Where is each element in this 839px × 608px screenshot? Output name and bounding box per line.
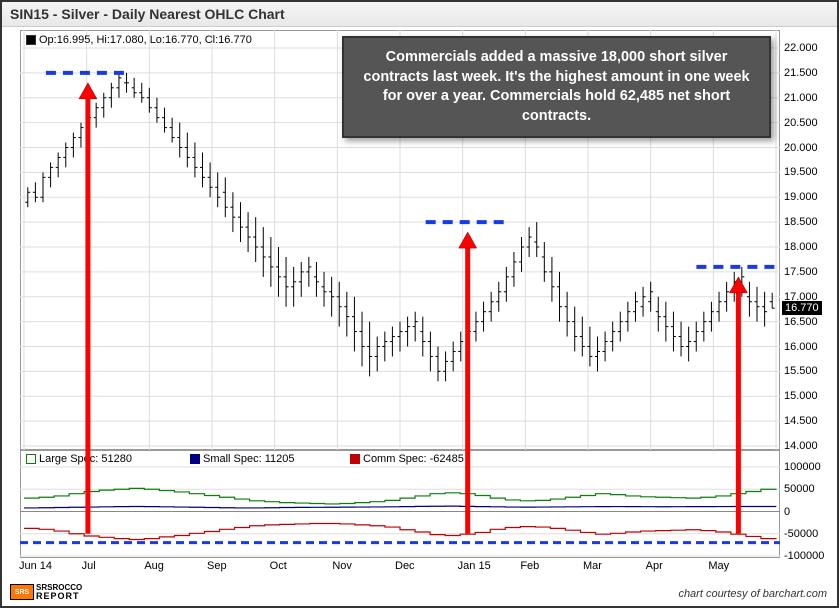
legend-square-small — [190, 454, 200, 464]
logo-badge: SRS — [10, 584, 34, 600]
ohlc-legend: Op:16.995, Hi:17.080, Lo:16.770, Cl:16.7… — [26, 34, 252, 46]
ohlc-legend-text: Op:16.995, Hi:17.080, Lo:16.770, Cl:16.7… — [39, 34, 252, 46]
last-price-tag: 16.770 — [782, 301, 822, 315]
spec-chart — [20, 450, 780, 558]
ohlc-legend-square — [26, 35, 36, 45]
spec-legend-comm: Comm Spec: -62485 — [350, 453, 464, 465]
chart-credit: chart courtesy of barchart.com — [678, 588, 827, 600]
spec-legend-large: Large Spec: 51280 — [26, 453, 132, 465]
legend-square-comm — [350, 454, 360, 464]
spec-legend-small: Small Spec: 11205 — [190, 453, 295, 465]
spec-panel: Large Spec: 51280 Small Spec: 11205 Comm… — [20, 450, 780, 558]
logo: SRS SRSROCCOREPORT — [10, 584, 82, 600]
chart-title: SIN15 - Silver - Daily Nearest OHLC Char… — [2, 2, 837, 27]
legend-square-large — [26, 454, 36, 464]
annotation-box: Commercials added a massive 18,000 short… — [342, 36, 771, 138]
